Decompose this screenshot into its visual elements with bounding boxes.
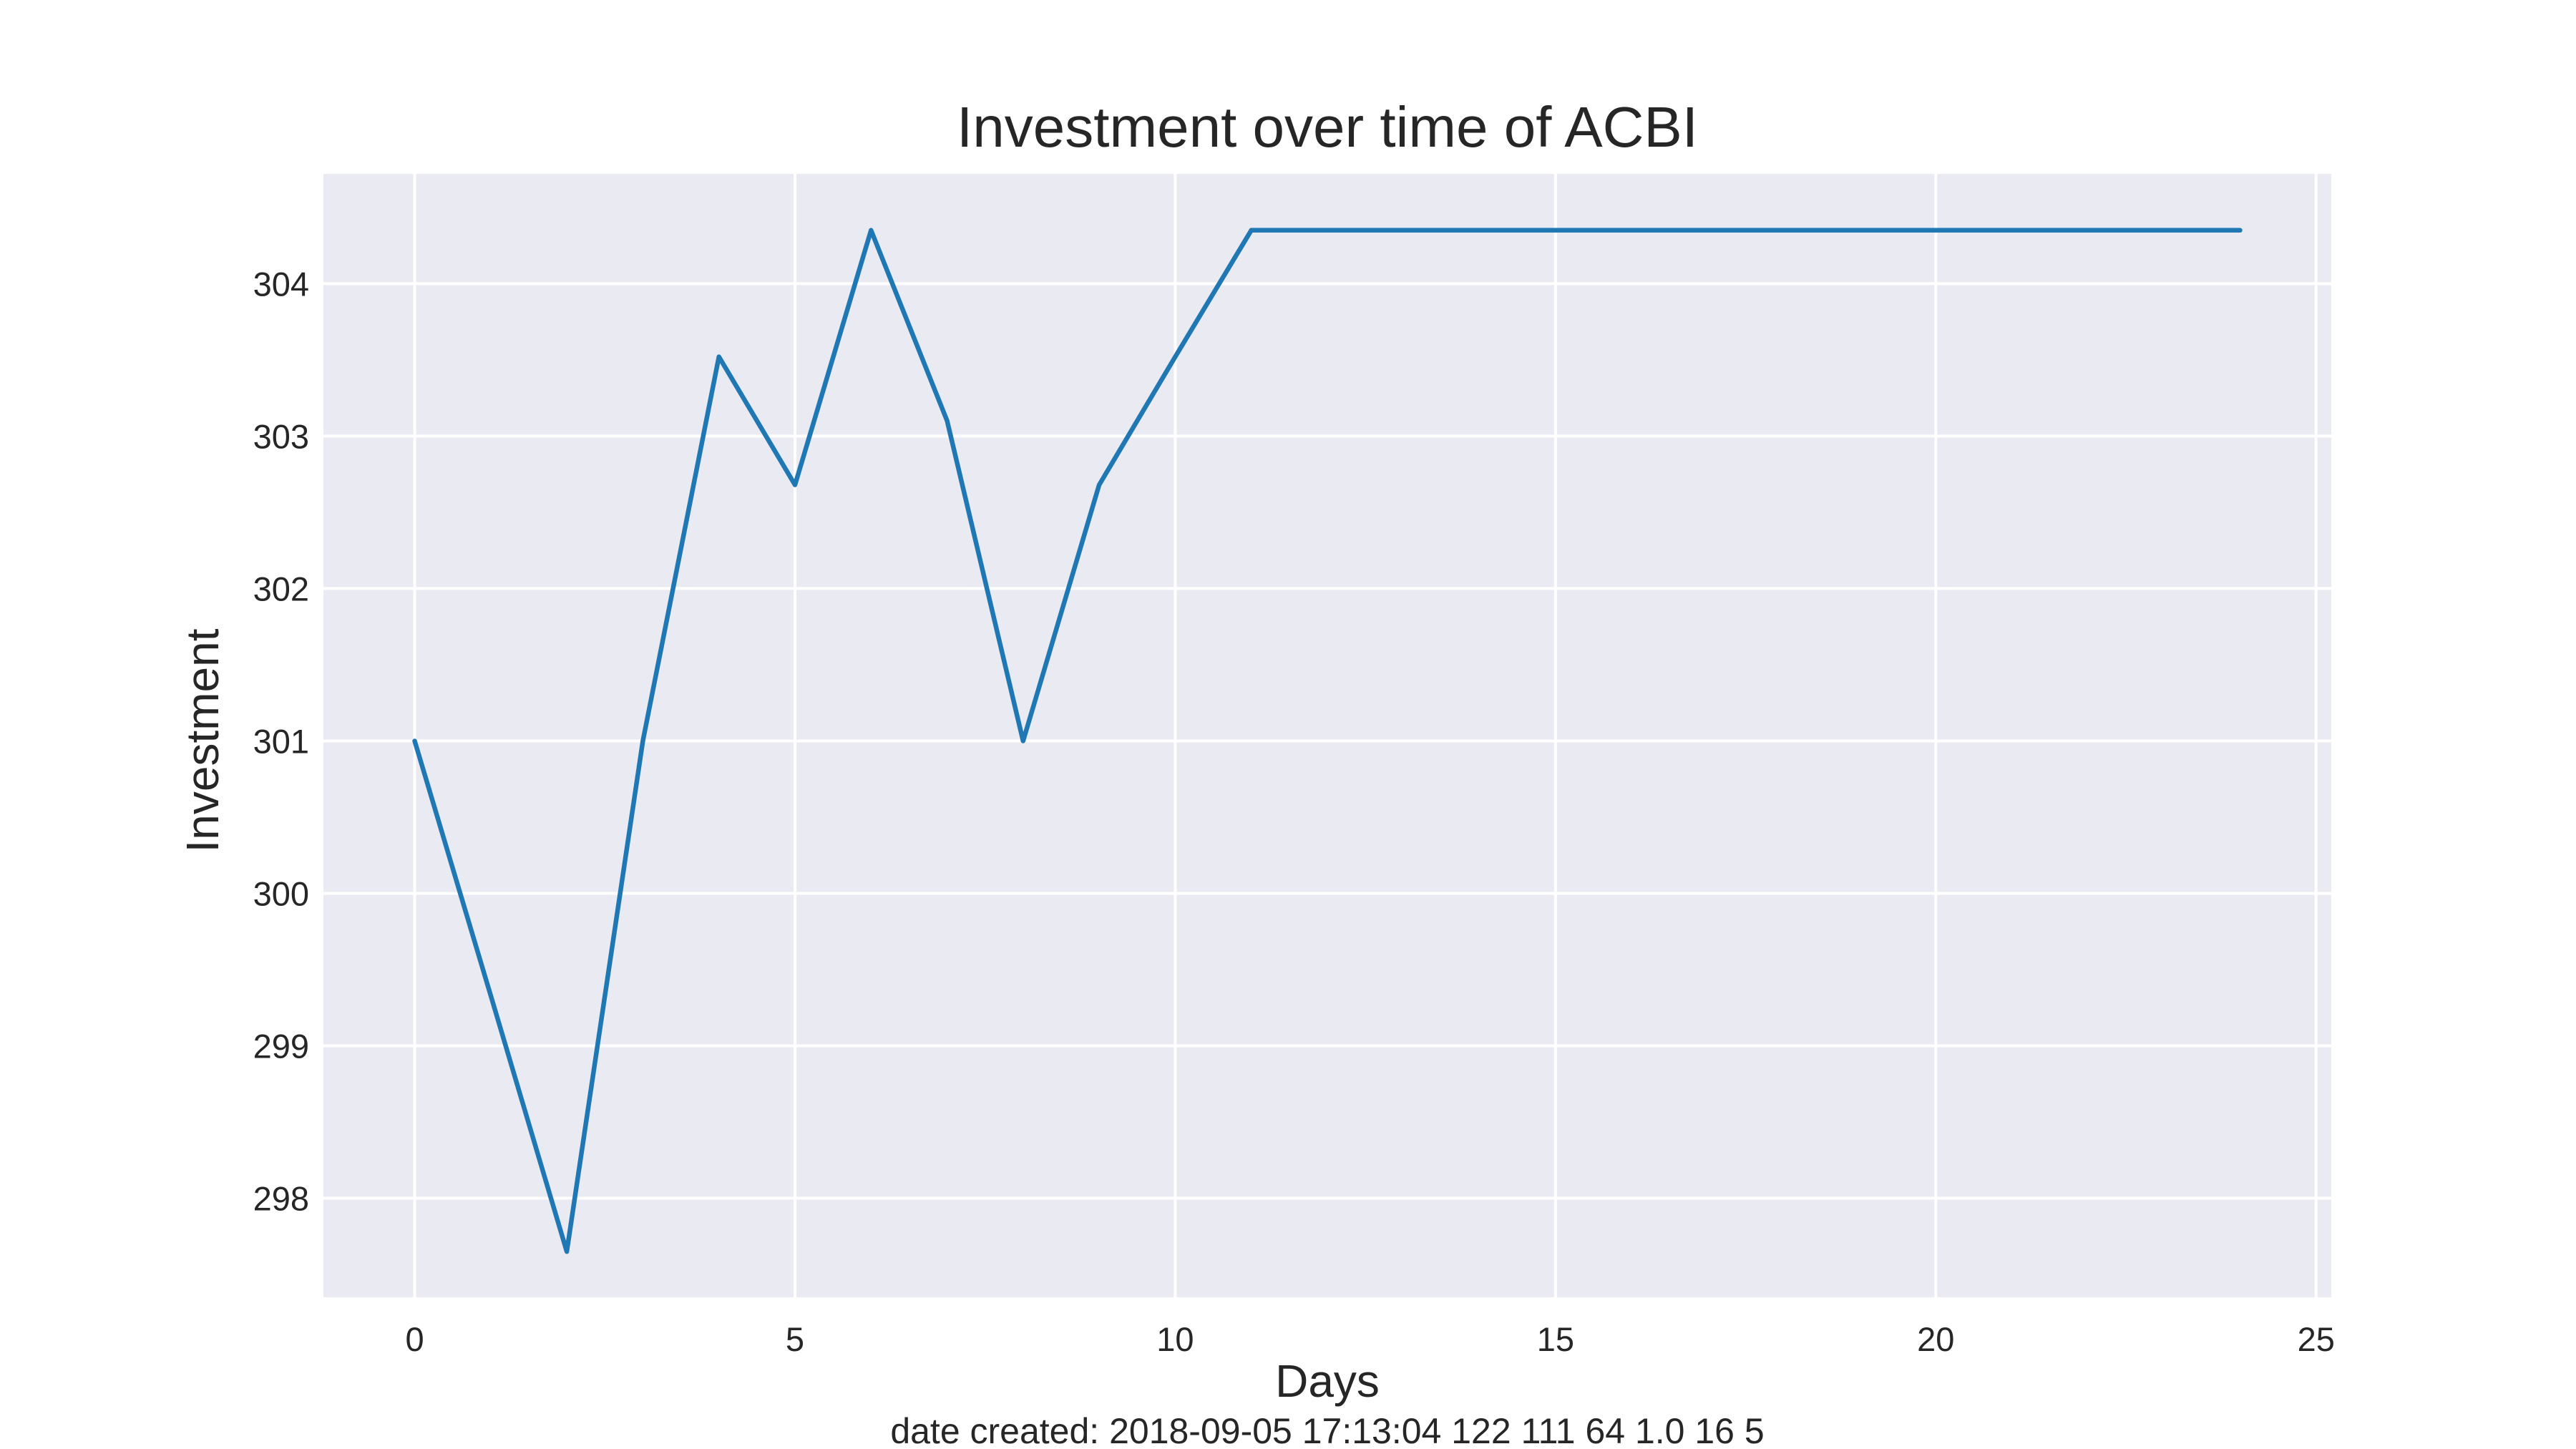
y-tick-labels: 298 299 300 301 302 303 304 — [253, 265, 309, 1217]
y-tick-label: 300 — [253, 874, 309, 912]
y-tick-label: 303 — [253, 417, 309, 455]
series-line — [412, 228, 2243, 1254]
x-axis-label: Days — [1275, 1355, 1380, 1407]
y-tick-label: 304 — [253, 265, 309, 303]
y-tick-label: 301 — [253, 722, 309, 760]
x-tick-label: 10 — [1156, 1320, 1194, 1358]
x-tick-label: 15 — [1537, 1320, 1574, 1358]
plot-area — [323, 174, 2331, 1297]
y-tick-label: 302 — [253, 570, 309, 608]
x-tick-label: 20 — [1917, 1320, 1954, 1358]
y-tick-label: 299 — [253, 1028, 309, 1065]
x-tick-label: 25 — [2298, 1320, 2335, 1358]
y-gridlines — [323, 282, 2331, 1200]
date-created-footer: date created: 2018-09-05 17:13:04 122 11… — [890, 1411, 1764, 1449]
x-tick-label: 5 — [786, 1320, 804, 1358]
x-tick-label: 0 — [405, 1320, 424, 1358]
x-tick-labels: 0 5 10 15 20 25 — [405, 1320, 2334, 1358]
series-group — [412, 228, 2243, 1254]
y-axis-label: Investment — [177, 628, 228, 852]
y-tick-label: 298 — [253, 1180, 309, 1218]
chart-title: Investment over time of ACBI — [957, 95, 1698, 159]
